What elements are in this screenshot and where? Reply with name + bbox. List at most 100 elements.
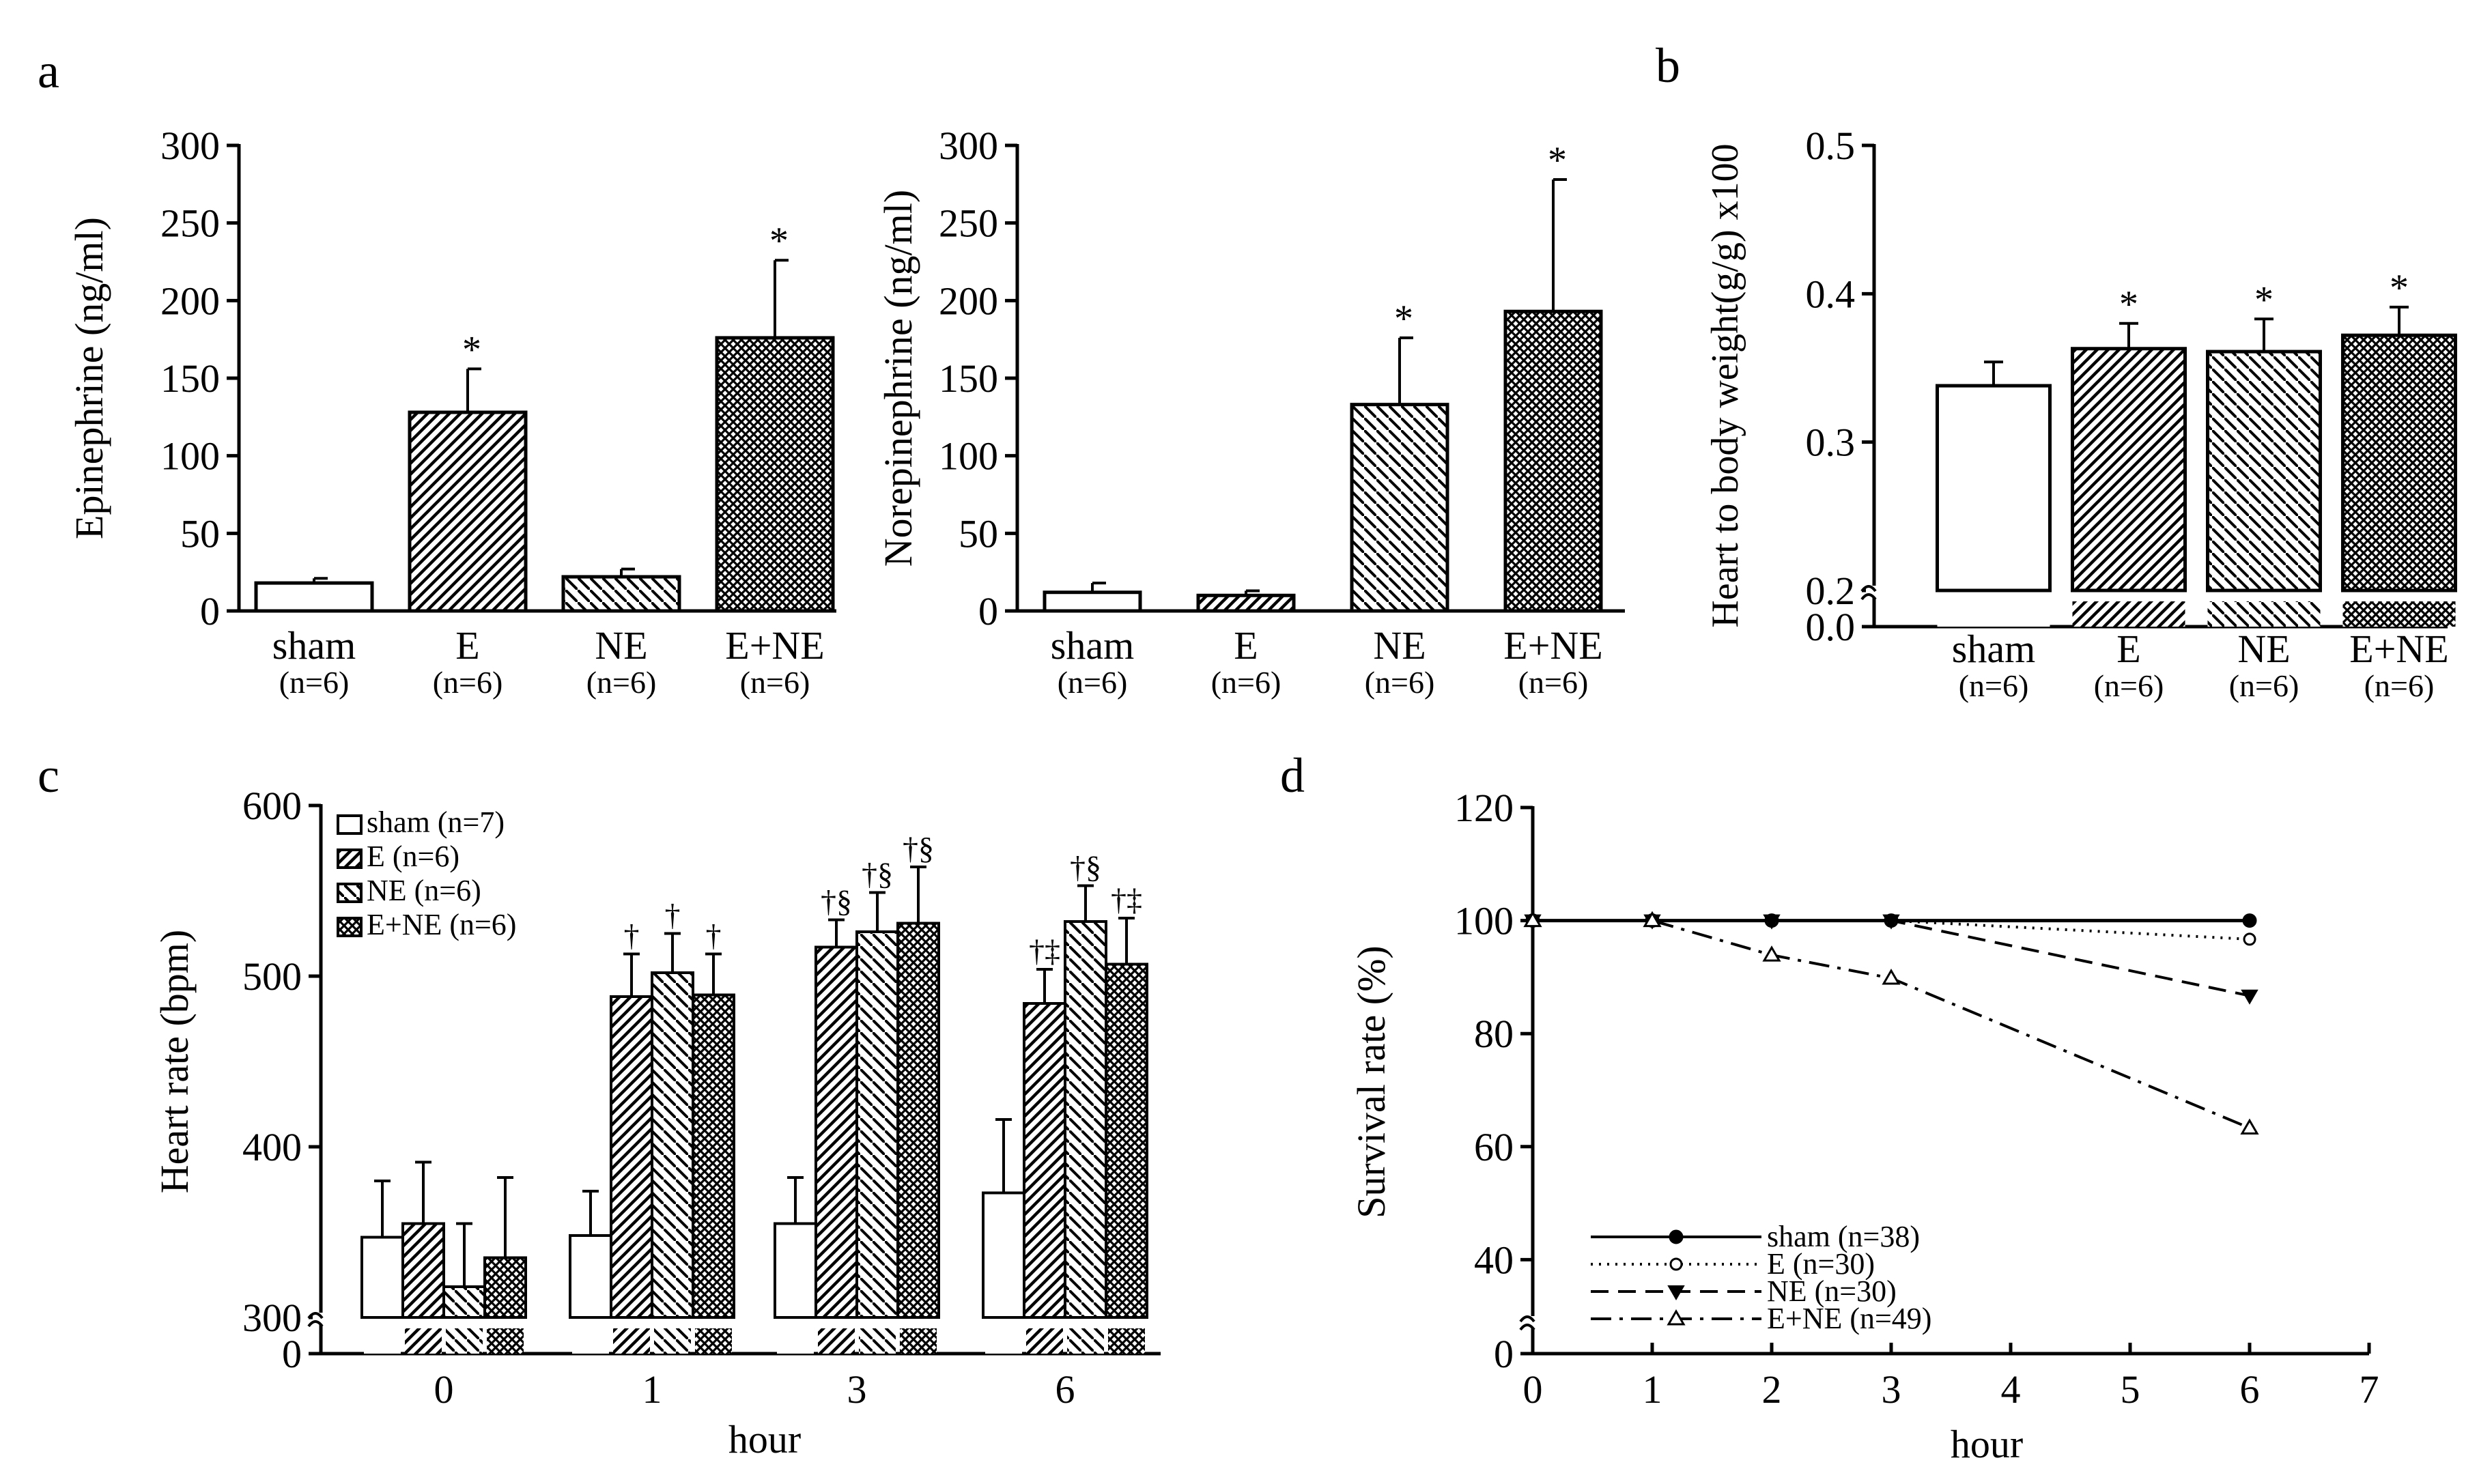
data-point-E+NE (n=49) xyxy=(1882,969,1901,985)
significance-label: † xyxy=(624,918,640,953)
legend-label: sham (n=7) xyxy=(367,805,505,839)
panel-letter-a: a xyxy=(38,44,59,98)
significance-label: * xyxy=(2390,267,2409,309)
bar-E (n=6) xyxy=(401,1222,445,1319)
series-line-E+NE (n=49) xyxy=(1533,919,2250,1130)
bar-NE (n=6) xyxy=(855,930,899,1319)
significance-label: †§ xyxy=(821,884,852,919)
bar-E (n=6) xyxy=(610,995,653,1319)
y-tick-label: 200 xyxy=(160,279,220,323)
y-tick-label: 0.0 xyxy=(1806,605,1856,649)
panel-a-norepinephrine-chart: 0 50 100 150 200 250 300 Norepinephrine (ng/ml)… xyxy=(876,124,1625,700)
y-tick-label: 0 xyxy=(978,589,998,633)
legend-swatch xyxy=(337,814,363,835)
bar-sham xyxy=(1043,590,1142,613)
significance-label: †§ xyxy=(862,857,893,891)
significance-label: †‡ xyxy=(1111,882,1142,917)
bar-E xyxy=(2071,347,2187,593)
bar-NE (n=6) xyxy=(1064,920,1107,1319)
y-axis-label: Epinephrine (ng/ml) xyxy=(67,217,111,539)
bar-stub xyxy=(487,1328,524,1354)
x-tick-label: 2 xyxy=(1762,1367,1782,1412)
bar-E+NE xyxy=(1503,309,1603,613)
significance-label: * xyxy=(1548,139,1567,182)
significance-label: †§ xyxy=(1070,850,1101,885)
bar-stub-NE xyxy=(2207,601,2321,627)
panel-letter-d: d xyxy=(1280,748,1305,803)
bar-stub-sham xyxy=(1937,601,2050,627)
x-n-label: (n=6) xyxy=(279,665,350,700)
x-n-label: (n=6) xyxy=(2094,668,2164,703)
x-category-label: sham xyxy=(1051,623,1134,668)
y-axis-label: Heart to body weight(g/g) x100 xyxy=(1704,143,1746,627)
y-tick-label: 300 xyxy=(242,1296,302,1340)
x-tick-label: 6 xyxy=(2240,1367,2260,1412)
bar-stub xyxy=(1067,1328,1104,1354)
legend-marker xyxy=(1669,1257,1683,1271)
bar-sham xyxy=(254,581,374,613)
legend-label: E (n=30) xyxy=(1767,1247,1875,1281)
significance-label: †‡ xyxy=(1029,933,1060,968)
x-axis-label: hour xyxy=(1951,1422,2023,1466)
bar-E (n=6) xyxy=(1023,1002,1066,1319)
y-tick-label: 300 xyxy=(160,124,220,168)
y-tick-label: 150 xyxy=(939,356,998,401)
bar-stub xyxy=(900,1328,937,1354)
y-tick-label: 400 xyxy=(242,1125,302,1169)
x-n-label: (n=6) xyxy=(1058,665,1128,700)
y-tick-label: 200 xyxy=(939,279,998,323)
bar-stub xyxy=(446,1328,483,1354)
y-tick-label: 0 xyxy=(200,589,220,633)
y-tick-label: 0.4 xyxy=(1806,272,1856,316)
x-category-label: E+NE xyxy=(1503,623,1602,668)
bar-E+NE (n=6) xyxy=(1105,962,1148,1319)
y-tick-label: 250 xyxy=(160,201,220,246)
x-tick-label: 0 xyxy=(1523,1367,1543,1412)
y-tick-label: 50 xyxy=(959,511,998,556)
significance-label: †§ xyxy=(903,831,934,866)
legend-label: E+NE (n=6) xyxy=(367,908,516,941)
bar-stub xyxy=(364,1328,401,1354)
y-tick-label: 0 xyxy=(282,1332,302,1376)
panel-d-survival-chart: 0 40 60 80 100 120 0 1 2 3 4 5 6 7 Survival rate (%) ho… xyxy=(1349,786,2379,1466)
data-point-E+NE (n=49) xyxy=(1523,911,1542,928)
bar-E+NE xyxy=(715,336,835,613)
legend-swatch xyxy=(337,848,363,869)
x-n-label: (n=6) xyxy=(1518,665,1589,700)
data-point-E+NE (n=49) xyxy=(1643,911,1662,928)
bar-NE xyxy=(2206,349,2322,593)
legend-marker xyxy=(1669,1229,1684,1244)
bar-sham (n=7) xyxy=(982,1191,1025,1319)
y-tick-label: 300 xyxy=(939,124,998,168)
panel-b-heart-weight-chart: 0.00.2 0.3 0.4 0.5 Heart to body weight(g/g)… xyxy=(1704,124,2457,703)
x-tick-label: 1 xyxy=(642,1367,662,1412)
legend-label: E (n=6) xyxy=(367,840,459,873)
y-tick-label: 120 xyxy=(1454,786,1514,830)
bar-E (n=6) xyxy=(814,945,858,1319)
bar-E xyxy=(408,410,528,613)
y-tick-label: 150 xyxy=(160,356,220,401)
data-point-NE (n=30) xyxy=(1763,914,1781,930)
x-category-label: E xyxy=(455,623,479,668)
y-tick-label: 60 xyxy=(1474,1125,1514,1169)
y-tick-label: 500 xyxy=(242,954,302,999)
x-tick-label: 5 xyxy=(2121,1367,2140,1412)
x-category-label: E xyxy=(2116,627,2140,671)
panel-letter-b: b xyxy=(1656,38,1680,93)
x-category-label: E+NE xyxy=(725,623,824,668)
y-axis-label: Norepinephrine (ng/ml) xyxy=(876,190,920,567)
bar-stub xyxy=(1108,1328,1145,1354)
x-category-label: NE xyxy=(1373,623,1426,668)
x-category-label: sham xyxy=(1952,627,2035,671)
legend-swatch xyxy=(337,917,363,937)
significance-label: * xyxy=(2119,283,2138,326)
y-tick-label: 250 xyxy=(939,201,998,246)
x-n-label: (n=6) xyxy=(433,665,503,700)
bar-NE (n=6) xyxy=(651,971,694,1319)
bar-stub xyxy=(985,1328,1022,1354)
bar-NE xyxy=(1350,403,1449,613)
x-axis-label: hour xyxy=(728,1417,801,1461)
bar-E+NE xyxy=(2341,333,2457,593)
